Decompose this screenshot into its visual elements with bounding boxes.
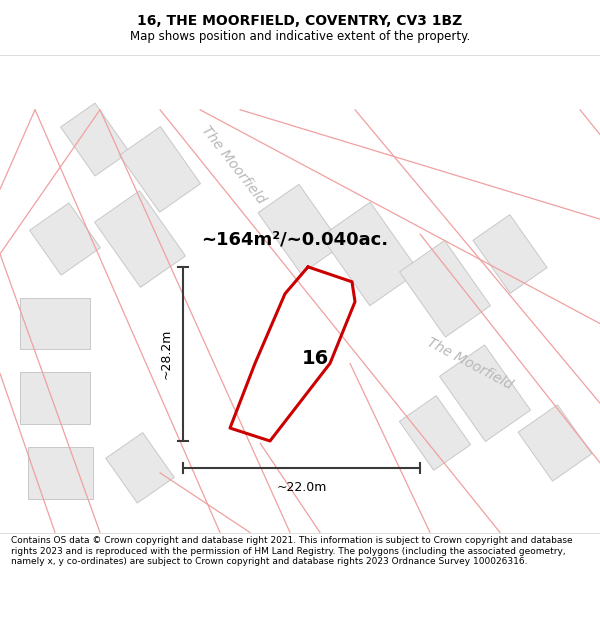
Polygon shape xyxy=(28,447,92,499)
Text: Map shows position and indicative extent of the property.: Map shows position and indicative extent… xyxy=(130,30,470,43)
Text: ~28.2m: ~28.2m xyxy=(160,329,173,379)
Polygon shape xyxy=(400,396,470,470)
Polygon shape xyxy=(20,298,90,349)
Text: 16: 16 xyxy=(301,349,329,368)
Polygon shape xyxy=(95,191,185,288)
Polygon shape xyxy=(106,432,174,503)
Polygon shape xyxy=(119,127,200,212)
Text: ~22.0m: ~22.0m xyxy=(277,481,326,494)
Polygon shape xyxy=(258,184,342,274)
Polygon shape xyxy=(440,345,530,441)
Polygon shape xyxy=(20,372,90,424)
Polygon shape xyxy=(518,405,592,481)
Text: 16, THE MOORFIELD, COVENTRY, CV3 1BZ: 16, THE MOORFIELD, COVENTRY, CV3 1BZ xyxy=(137,14,463,28)
Text: The Moorfield: The Moorfield xyxy=(425,335,515,392)
Polygon shape xyxy=(61,103,130,176)
Text: Contains OS data © Crown copyright and database right 2021. This information is : Contains OS data © Crown copyright and d… xyxy=(11,536,572,566)
Polygon shape xyxy=(321,202,419,306)
Text: ~164m²/~0.040ac.: ~164m²/~0.040ac. xyxy=(202,230,389,248)
Polygon shape xyxy=(29,203,100,275)
Polygon shape xyxy=(473,214,547,293)
Text: The Moorfield: The Moorfield xyxy=(199,122,268,206)
Polygon shape xyxy=(400,241,490,337)
